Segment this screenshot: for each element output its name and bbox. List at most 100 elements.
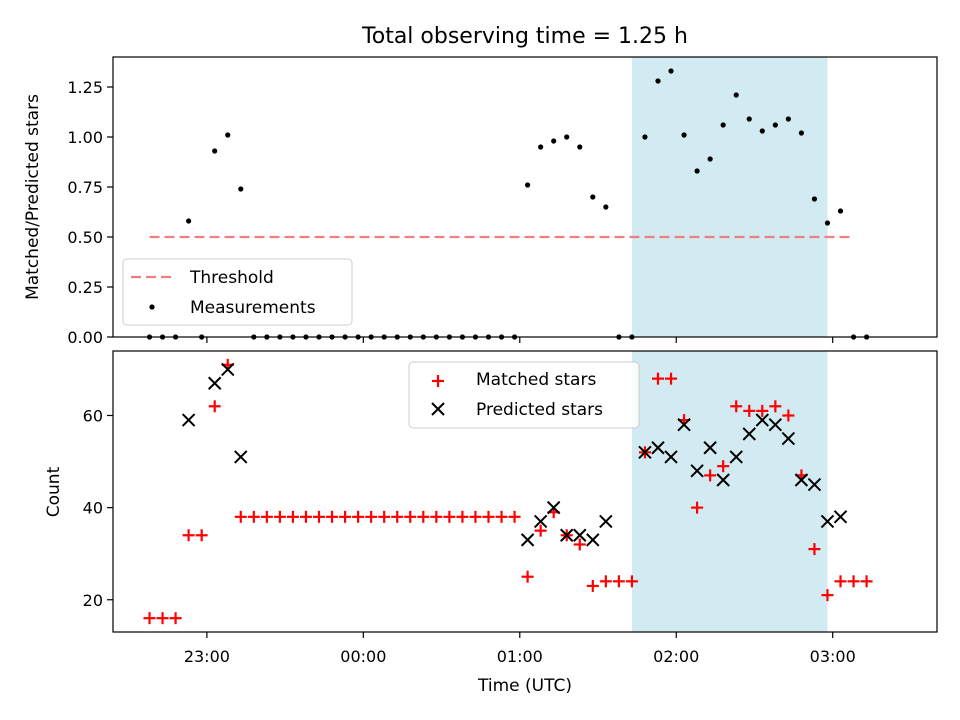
predicted-star-marker	[742, 427, 756, 441]
matched-star-marker	[404, 510, 417, 523]
matched-star-marker	[339, 510, 352, 523]
matched-star-marker	[352, 510, 365, 523]
measurement-point	[681, 132, 687, 138]
matched-star-marker	[247, 510, 260, 523]
measurement-point	[798, 130, 805, 136]
measurement-point	[655, 78, 661, 84]
measurement-point	[733, 92, 739, 98]
measurement-point	[551, 138, 557, 144]
legend-threshold-label: Threshold	[189, 268, 274, 288]
matched-star-marker	[182, 529, 195, 542]
predicted-star-marker	[781, 431, 796, 446]
matched-star-marker	[573, 538, 586, 551]
matched-star-marker	[313, 510, 325, 523]
measurement-point	[824, 220, 831, 226]
matched-star-marker	[651, 372, 664, 385]
predicted-star-marker	[690, 464, 704, 478]
measurement-point	[225, 132, 231, 138]
measurement-point	[759, 128, 765, 134]
measurement-point	[525, 182, 531, 188]
count-points	[143, 358, 873, 625]
matched-star-marker	[234, 510, 247, 523]
legend-measurements-swatch	[149, 304, 155, 310]
top-y-tick-label: 1.00	[67, 128, 103, 147]
predicted-star-marker	[638, 445, 652, 460]
top-panel: 0.00 0.25 0.50 0.75 1.00 1.25 Matched/Predict…	[23, 56, 938, 347]
measurement-point	[668, 68, 674, 74]
top-y-tick-label: 0.50	[67, 228, 103, 247]
matched-star-marker	[156, 612, 169, 625]
matched-star-marker	[417, 510, 430, 523]
matched-star-marker	[443, 510, 456, 523]
top-highlight-band	[631, 57, 828, 337]
matched-star-marker	[599, 575, 612, 588]
matched-star-marker	[482, 510, 495, 523]
bottom-highlight-band	[631, 351, 828, 632]
matched-star-marker	[743, 404, 756, 417]
bottom-y-tick-label: 40	[83, 499, 103, 518]
predicted-star-marker	[599, 514, 613, 529]
predicted-star-marker	[207, 376, 222, 390]
measurement-point	[694, 168, 700, 174]
predicted-star-marker	[677, 417, 691, 432]
matched-star-marker	[769, 400, 782, 413]
measurement-point	[720, 122, 726, 128]
matched-star-marker	[782, 409, 795, 422]
matched-star-marker	[469, 510, 482, 523]
matched-star-marker	[195, 529, 208, 542]
matched-star-marker	[534, 524, 547, 537]
measurement-point	[577, 144, 583, 150]
top-y-label: Matched/Predicted stars	[23, 94, 43, 300]
predicted-star-marker	[533, 514, 548, 529]
x-tick-label: 23:00	[184, 647, 230, 666]
matched-star-marker	[456, 510, 469, 523]
bottom-legend: Matched stars Predicted stars	[408, 361, 640, 429]
bottom-y-tick-label: 20	[83, 591, 103, 610]
top-y-axis: 0.00 0.25 0.50 0.75 1.00 1.25	[67, 78, 113, 347]
bottom-y-axis: 20 40 60	[83, 406, 113, 610]
legend-predicted-label: Predicted stars	[476, 400, 603, 420]
x-axis-label: Time (UTC)	[477, 676, 572, 696]
matched-star-marker	[326, 510, 339, 523]
bottom-x-axis: 23:00 00:00 01:00 02:00 03:00	[184, 632, 856, 666]
predicted-star-marker	[833, 510, 848, 524]
top-x-axis	[206, 337, 834, 343]
matched-star-marker	[378, 510, 391, 523]
matched-star-marker	[625, 575, 638, 588]
measurement-point	[772, 122, 778, 128]
matched-star-marker	[704, 469, 717, 482]
predicted-star-marker	[234, 450, 248, 464]
measurement-point	[238, 186, 244, 192]
predicted-star-marker	[221, 362, 235, 377]
measurement-point	[707, 156, 713, 162]
matched-star-marker	[612, 575, 625, 588]
top-y-tick-label: 0.25	[67, 278, 103, 297]
matched-star-marker	[821, 589, 834, 602]
x-tick-label: 01:00	[497, 647, 543, 666]
x-tick-label: 00:00	[340, 647, 386, 666]
measurement-points	[146, 68, 870, 340]
matched-star-marker	[495, 510, 508, 523]
matched-star-marker	[586, 579, 599, 592]
top-legend-box	[122, 258, 353, 326]
predicted-star-marker	[820, 514, 835, 529]
predicted-star-marker	[651, 441, 665, 455]
matched-star-marker	[847, 575, 860, 588]
predicted-star-marker	[768, 417, 783, 432]
x-tick-label: 02:00	[653, 647, 699, 666]
top-plot-frame	[112, 56, 938, 338]
matched-star-marker	[717, 460, 730, 473]
bottom-panel: 20 40 60 23:00 00:00 01:00 02:00 03:00 Count T…	[44, 350, 938, 696]
matched-star-marker	[273, 510, 286, 523]
matched-star-marker	[391, 510, 404, 523]
bottom-y-label: Count	[44, 466, 64, 517]
measurement-point	[590, 194, 596, 200]
predicted-star-marker	[794, 473, 809, 487]
measurement-point	[746, 116, 752, 122]
matched-star-marker	[834, 575, 847, 588]
chart-title: Total observing time = 1.25 h	[361, 24, 688, 49]
matched-star-marker	[208, 400, 221, 413]
matched-star-marker	[169, 612, 182, 625]
measurement-point	[642, 134, 648, 140]
matched-star-marker	[260, 510, 273, 523]
